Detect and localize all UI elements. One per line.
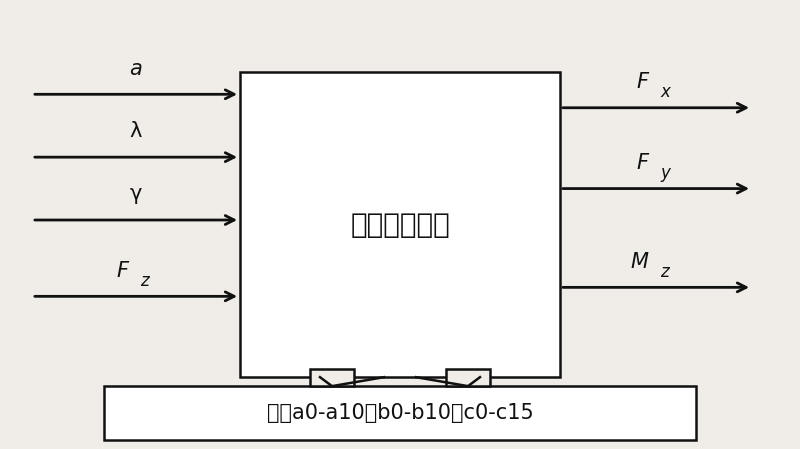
Text: λ: λ: [130, 121, 142, 141]
Text: F: F: [636, 72, 648, 92]
Text: γ: γ: [130, 184, 142, 204]
Text: z: z: [660, 263, 669, 281]
Text: M: M: [630, 251, 648, 272]
Bar: [104, 386, 696, 440]
Text: 轮胎魔术公式: 轮胎魔术公式: [350, 211, 450, 238]
Text: x: x: [660, 83, 670, 101]
Text: F: F: [636, 153, 648, 173]
Text: z: z: [140, 272, 149, 290]
Bar: [240, 72, 560, 377]
Text: F: F: [116, 260, 128, 281]
Text: a: a: [130, 58, 142, 79]
Bar: [310, 369, 354, 386]
Text: y: y: [660, 164, 670, 182]
Bar: [446, 369, 490, 386]
Text: 参数a0-a10、b0-b10、c0-c15: 参数a0-a10、b0-b10、c0-c15: [266, 403, 534, 423]
